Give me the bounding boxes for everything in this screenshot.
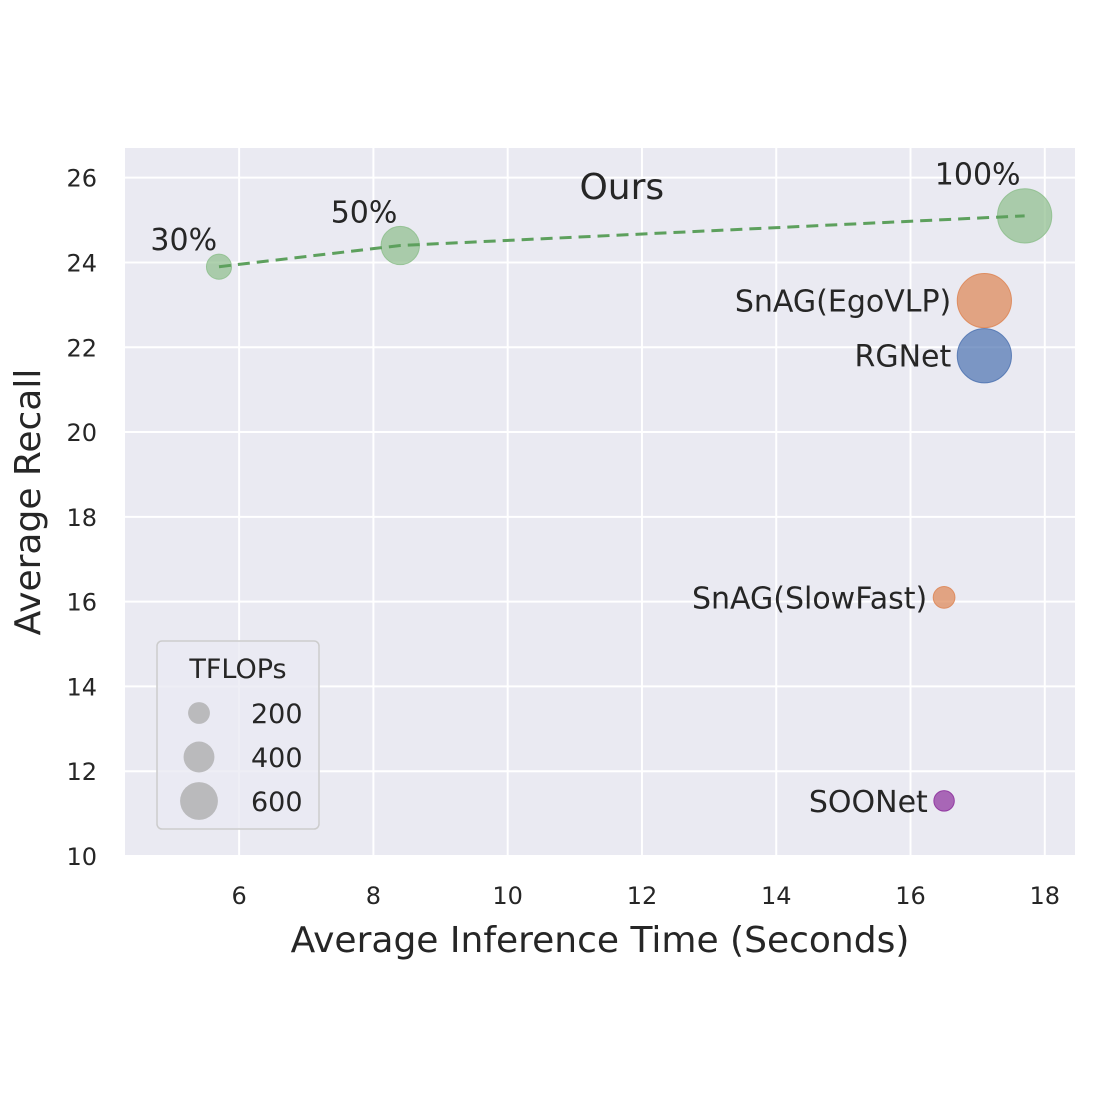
trend-polyline <box>218 214 1025 269</box>
x-tick-label: 16 <box>895 882 926 910</box>
legend-entry-label: 200 <box>251 699 303 730</box>
legend-title: TFLOPs <box>188 654 286 685</box>
x-axis-title: Average Inference Time (Seconds) <box>291 920 910 961</box>
legend-marker <box>180 782 218 820</box>
data-bubble <box>933 790 955 812</box>
legend-marker <box>188 702 210 724</box>
y-tick-label: 18 <box>66 504 97 532</box>
x-tick-label: 6 <box>231 882 246 910</box>
y-tick-label: 14 <box>66 673 97 701</box>
y-tick-label: 24 <box>66 249 97 277</box>
y-tick-label: 12 <box>66 758 97 786</box>
x-tick-label: 8 <box>366 882 381 910</box>
legend-entry-label: 400 <box>251 743 303 774</box>
y-axis-title: Average Recall <box>8 369 49 636</box>
y-tick-label: 10 <box>66 843 97 871</box>
trend-line <box>218 214 1025 269</box>
y-tick-labels: 10 12 14 16 18 20 22 24 26 <box>66 165 97 871</box>
x-tick-label: 10 <box>492 882 523 910</box>
annotation-label: Ours <box>579 167 664 208</box>
point-label: SOONet <box>809 785 928 820</box>
x-tick-labels: 6 8 10 12 14 16 18 <box>231 882 1060 910</box>
legend-marker <box>183 741 215 773</box>
x-tick-label: 12 <box>627 882 658 910</box>
data-bubble <box>956 328 1012 384</box>
point-label: 100% <box>935 158 1021 193</box>
x-tick-label: 14 <box>761 882 792 910</box>
point-label: 30% <box>150 223 217 258</box>
legend: TFLOPs 200 400 600 <box>156 640 320 830</box>
point-label: RGNet <box>854 340 951 375</box>
y-tick-label: 16 <box>66 589 97 617</box>
y-tick-label: 26 <box>66 165 97 193</box>
y-tick-label: 22 <box>66 334 97 362</box>
data-bubble <box>932 586 956 609</box>
data-bubbles <box>205 188 1053 812</box>
data-bubble <box>956 273 1012 329</box>
point-label: 50% <box>331 195 398 230</box>
legend-entry-label: 600 <box>251 787 303 818</box>
x-tick-label: 18 <box>1030 882 1061 910</box>
point-label: SnAG(EgoVLP) <box>735 285 951 320</box>
point-labels: 30% 50% 100% SnAG(EgoVLP) RGNet SnAG(SlowFast… <box>150 158 1020 820</box>
y-tick-label: 20 <box>66 419 97 447</box>
point-label: SnAG(SlowFast) <box>692 581 927 616</box>
legend-box <box>156 640 320 830</box>
